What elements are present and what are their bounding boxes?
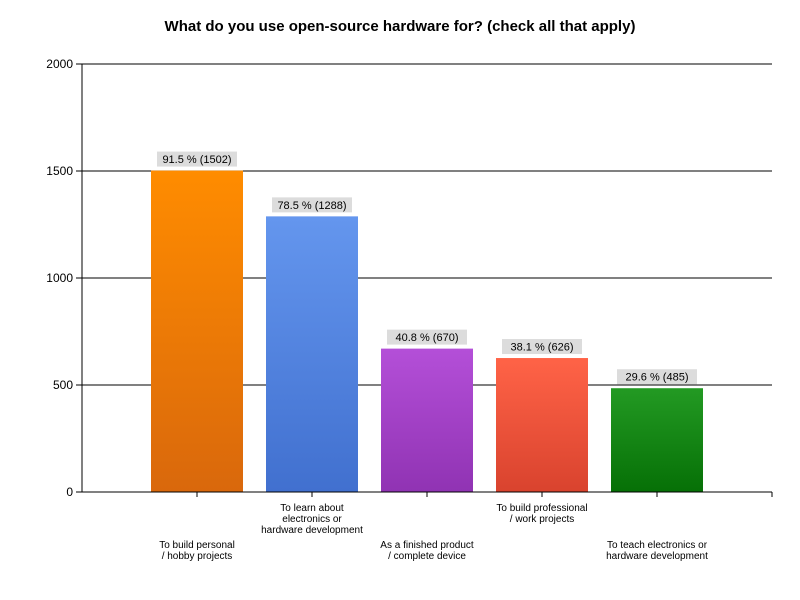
- x-tick-label: To learn about: [280, 503, 344, 514]
- x-tick-label: To build professional: [496, 503, 587, 514]
- data-label: 38.1 % (626): [511, 342, 574, 354]
- data-label-box: [617, 369, 697, 385]
- y-tick-label: 1500: [46, 164, 73, 178]
- data-label: 91.5 % (1502): [162, 154, 231, 166]
- x-tick-label: To teach electronics or: [607, 540, 708, 551]
- bar: [381, 348, 473, 492]
- x-tick-label: / work projects: [510, 514, 574, 525]
- x-tick-label: / hobby projects: [162, 551, 233, 562]
- y-tick-label: 1000: [46, 271, 73, 285]
- data-label-box: [387, 329, 467, 345]
- x-tick-label: To build personal: [159, 540, 235, 551]
- data-label: 40.8 % (670): [396, 332, 459, 344]
- data-label-box: [272, 197, 352, 213]
- chart-title: What do you use open-source hardware for…: [164, 18, 636, 35]
- x-tick-label: hardware development: [261, 525, 363, 536]
- bar: [151, 170, 243, 492]
- bar: [496, 358, 588, 492]
- x-tick-label: As a finished product: [380, 540, 474, 551]
- x-tick-label: electronics or: [282, 514, 342, 525]
- x-tick-label: hardware development: [606, 551, 708, 562]
- data-label-box: [157, 151, 237, 167]
- data-label-box: [502, 339, 582, 355]
- bar: [611, 388, 703, 492]
- y-tick-label: 2000: [46, 57, 73, 71]
- axes: [76, 63, 773, 497]
- x-tick-label: / complete device: [388, 551, 466, 562]
- y-tick-label: 500: [53, 378, 73, 392]
- data-label: 29.6 % (485): [626, 372, 689, 384]
- labels: 0 500 1000 1500 2000 91.5 % (1502) 78.5 % (128…: [46, 57, 708, 562]
- bar: [266, 216, 358, 493]
- data-label: 78.5 % (1288): [277, 200, 346, 212]
- y-tick-label: 0: [66, 485, 73, 499]
- bars: [151, 170, 703, 493]
